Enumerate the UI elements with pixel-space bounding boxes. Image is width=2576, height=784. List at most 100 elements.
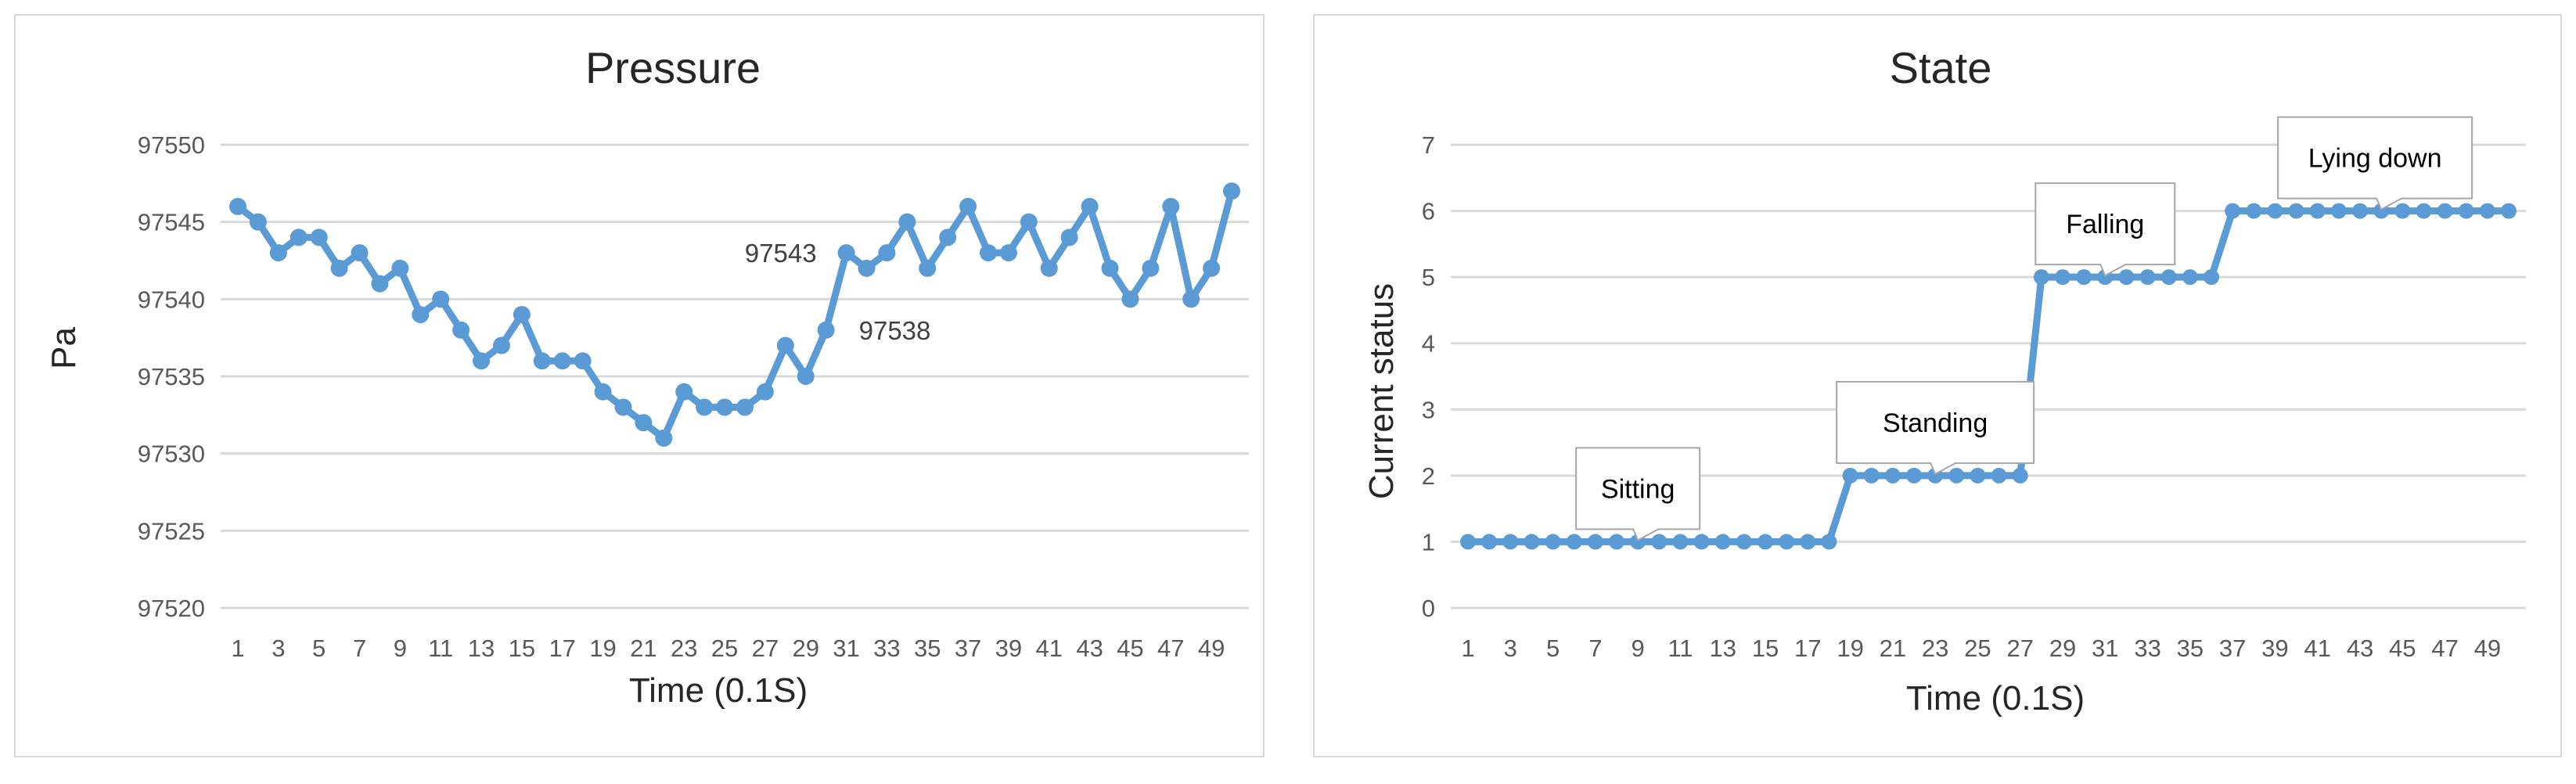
x-tick-label: 15 (509, 635, 535, 662)
data-point (1779, 534, 1795, 550)
data-point (2160, 269, 2177, 286)
x-tick-label: 41 (2304, 635, 2330, 662)
y-tick-label: 1 (1422, 528, 1435, 556)
data-point (371, 275, 389, 293)
data-point (1970, 467, 1986, 484)
data-point (1884, 467, 1901, 484)
data-point (1524, 534, 1540, 550)
data-point (614, 398, 632, 416)
data-point (412, 306, 430, 324)
callout-box (2035, 182, 2176, 277)
data-point (1991, 467, 2007, 484)
data-point (290, 228, 308, 246)
data-point (1758, 534, 1773, 550)
x-tick-label: 11 (428, 635, 453, 662)
data-point (736, 398, 754, 416)
x-tick-label: 37 (955, 635, 981, 662)
callout-label: Sitting (1601, 474, 1675, 504)
callout-box (1836, 380, 2035, 476)
x-tick-label: 27 (752, 635, 779, 662)
x-tick-label: 1 (1461, 635, 1474, 662)
data-point (473, 352, 491, 370)
data-point (2479, 203, 2495, 219)
data-point (1060, 228, 1078, 246)
data-point (229, 197, 246, 215)
data-point (797, 368, 815, 385)
data-point (1101, 259, 1119, 277)
data-point (1714, 534, 1731, 550)
x-tick-label: 11 (1668, 635, 1693, 662)
y-tick-label: 7 (1422, 131, 1435, 159)
x-tick-label: 25 (711, 635, 738, 662)
data-point (1587, 534, 1603, 550)
y-tick-label: 97525 (138, 517, 205, 545)
y-axis-title: Current status (1362, 283, 1401, 499)
x-tick-label: 35 (914, 635, 941, 662)
data-point (351, 244, 369, 262)
data-point (959, 197, 977, 215)
chart-title: Pressure (585, 43, 761, 92)
y-tick-label: 97535 (138, 363, 205, 390)
x-tick-label: 3 (1504, 635, 1517, 662)
x-tick-label: 31 (833, 635, 859, 662)
data-point (2204, 269, 2219, 286)
x-tick-label: 5 (312, 635, 326, 662)
data-point (1081, 197, 1099, 215)
data-point (553, 352, 571, 370)
data-point (2055, 269, 2071, 286)
x-tick-label: 33 (2134, 635, 2160, 662)
x-tick-label: 7 (1588, 635, 1602, 662)
x-tick-label: 19 (1837, 635, 1863, 662)
x-tick-label: 49 (1198, 635, 1225, 662)
y-tick-label: 97550 (138, 131, 205, 159)
data-point (1121, 290, 1139, 308)
data-point (939, 228, 957, 246)
y-tick-label: 0 (1422, 595, 1435, 622)
data-point (1182, 290, 1200, 308)
x-tick-label: 9 (394, 635, 407, 662)
data-label: 97543 (745, 239, 817, 268)
data-point (2330, 203, 2347, 219)
data-point (1948, 467, 1965, 484)
x-tick-label: 29 (2049, 635, 2076, 662)
callout-label: Standing (1883, 408, 1988, 438)
data-point (2352, 203, 2368, 219)
data-point (2225, 203, 2241, 219)
x-tick-label: 47 (1157, 635, 1184, 662)
data-point (1800, 534, 1816, 550)
x-tick-label: 15 (1752, 635, 1779, 662)
data-point (1481, 534, 1498, 550)
data-point (1693, 534, 1710, 550)
x-tick-label: 29 (792, 635, 818, 662)
data-point (2182, 269, 2198, 286)
data-point (696, 398, 714, 416)
data-point (492, 336, 510, 354)
data-point (1842, 467, 1858, 484)
y-tick-label: 5 (1422, 264, 1435, 291)
data-point (2394, 203, 2411, 219)
data-point (533, 352, 551, 370)
data-point (310, 228, 328, 246)
data-point (1736, 534, 1752, 550)
data-point (2076, 269, 2092, 286)
data-point (898, 213, 916, 231)
data-point (2033, 269, 2049, 286)
y-tick-label: 6 (1422, 198, 1435, 225)
data-point (1863, 467, 1880, 484)
data-point (2012, 467, 2028, 484)
data-point (999, 244, 1017, 262)
data-point (2267, 203, 2283, 219)
x-tick-label: 39 (995, 635, 1022, 662)
x-tick-label: 43 (2347, 635, 2373, 662)
y-axis-title: Pa (45, 327, 83, 369)
x-tick-label: 33 (873, 635, 900, 662)
x-tick-label: 21 (1880, 635, 1906, 662)
data-point (574, 352, 592, 370)
data-point (452, 321, 470, 339)
state-callout: Lying down (2277, 116, 2473, 210)
x-tick-label: 27 (2006, 635, 2033, 662)
data-point (1223, 182, 1240, 200)
x-tick-label: 5 (1546, 635, 1560, 662)
data-point (878, 244, 896, 262)
